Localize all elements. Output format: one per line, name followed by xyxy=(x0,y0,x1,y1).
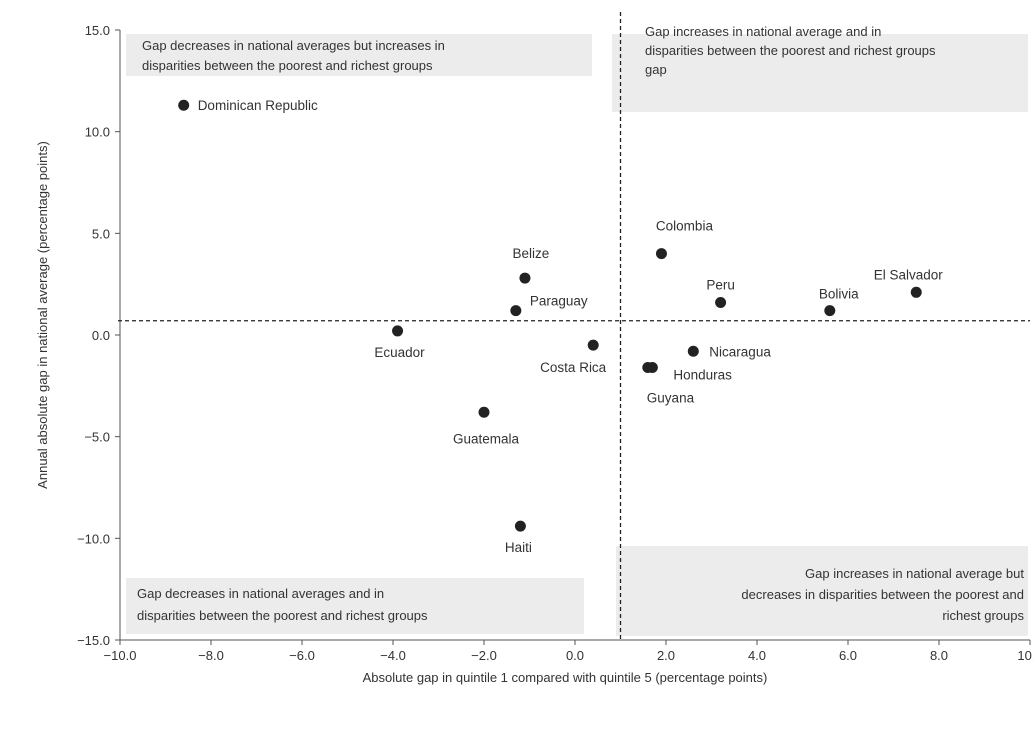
x-axis-label: Absolute gap in quintile 1 compared with… xyxy=(363,670,768,685)
data-label-bolivia: Bolivia xyxy=(819,287,859,302)
quadrant-note-box-top-left xyxy=(126,34,592,76)
x-tick-label: −2.0 xyxy=(471,648,497,663)
y-tick-label: −10.0 xyxy=(77,531,110,546)
data-label-colombia: Colombia xyxy=(656,219,714,234)
data-label-ecuador: Ecuador xyxy=(374,345,425,360)
data-label-guatemala: Guatemala xyxy=(453,431,520,446)
y-tick-label: 10.0 xyxy=(85,125,110,140)
data-point-nicaragua xyxy=(687,345,699,357)
y-tick-label: −15.0 xyxy=(77,633,110,648)
data-point-costa-rica xyxy=(587,339,599,351)
data-label-peru: Peru xyxy=(706,277,735,292)
data-label-honduras: Honduras xyxy=(673,368,732,383)
quadrant-note-top-right-line: Gap increases in national average and in xyxy=(645,24,881,39)
data-point-dominican-republic xyxy=(178,99,190,111)
x-tick-label: −6.0 xyxy=(289,648,315,663)
quadrant-note-top-left-line: disparities between the poorest and rich… xyxy=(142,58,433,73)
y-tick-label: 15.0 xyxy=(85,23,110,38)
data-point-el-salvador xyxy=(910,286,922,298)
data-point-peru xyxy=(715,296,727,308)
quadrant-note-bottom-right-line: richest groups xyxy=(942,608,1024,623)
x-tick-label: 4.0 xyxy=(748,648,766,663)
y-tick-label: −5.0 xyxy=(84,430,110,445)
data-point-bolivia xyxy=(824,305,836,317)
y-tick-label: 0.0 xyxy=(92,328,110,343)
x-tick-label: 6.0 xyxy=(839,648,857,663)
quadrant-note-box-bottom-right xyxy=(616,546,1028,636)
x-tick-label: −8.0 xyxy=(198,648,224,663)
data-label-guyana: Guyana xyxy=(647,391,695,406)
data-point-guatemala xyxy=(478,406,490,418)
x-tick-label: 8.0 xyxy=(930,648,948,663)
quadrant-note-top-right-line: gap xyxy=(645,62,667,77)
data-label-belize: Belize xyxy=(513,246,550,261)
quadrant-note-box-top-right xyxy=(612,34,1028,112)
x-tick-label: 0.0 xyxy=(566,648,584,663)
x-tick-label: 2.0 xyxy=(657,648,675,663)
y-tick-label: 5.0 xyxy=(92,226,110,241)
quadrant-note-box-bottom-left xyxy=(126,578,584,634)
data-label-costa-rica: Costa Rica xyxy=(540,360,607,375)
x-tick-label: −10.0 xyxy=(104,648,137,663)
data-label-dominican-republic: Dominican Republic xyxy=(198,98,318,113)
quadrant-note-bottom-right-line: Gap increases in national average but xyxy=(805,566,1024,581)
data-label-nicaragua: Nicaragua xyxy=(709,344,771,359)
x-tick-label: 10.0 xyxy=(1017,648,1033,663)
quadrant-note-top-left-line: Gap decreases in national averages but i… xyxy=(142,38,445,53)
data-label-haiti: Haiti xyxy=(505,540,532,555)
data-point-belize xyxy=(519,272,531,284)
quadrant-note-bottom-left-line: disparities between the poorest and rich… xyxy=(137,608,428,623)
data-point-ecuador xyxy=(392,325,404,337)
data-point-colombia xyxy=(655,248,667,260)
quadrant-note-bottom-left-line: Gap decreases in national averages and i… xyxy=(137,586,384,601)
x-tick-label: −4.0 xyxy=(380,648,406,663)
data-point-guyana xyxy=(642,362,654,374)
y-axis-label: Annual absolute gap in national average … xyxy=(35,141,50,489)
quadrant-note-bottom-right-line: decreases in disparities between the poo… xyxy=(741,587,1024,602)
data-label-el-salvador: El Salvador xyxy=(874,267,944,282)
data-label-paraguay: Paraguay xyxy=(530,294,588,309)
data-point-haiti xyxy=(514,520,526,532)
quadrant-note-top-right-line: disparities between the poorest and rich… xyxy=(645,43,936,58)
data-point-paraguay xyxy=(510,305,522,317)
